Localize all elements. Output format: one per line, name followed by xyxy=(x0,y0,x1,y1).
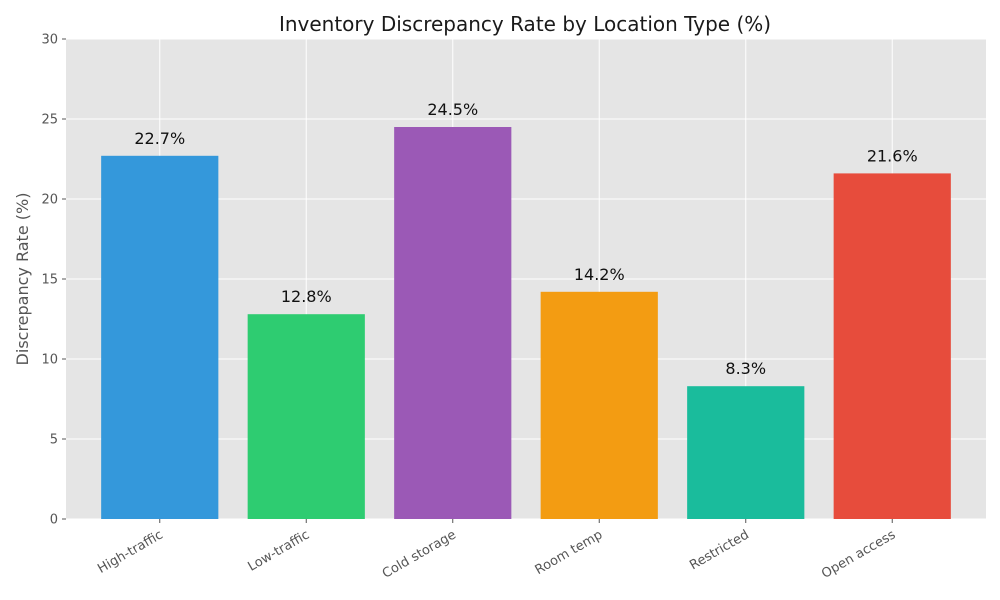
data-label: 12.8% xyxy=(281,287,332,306)
y-axis-label: Discrepancy Rate (%) xyxy=(13,193,32,366)
y-tick-label: 0 xyxy=(50,513,58,528)
y-tick-label: 30 xyxy=(41,33,58,48)
data-label: 14.2% xyxy=(574,265,625,284)
y-tick-label: 20 xyxy=(41,193,58,208)
chart-title: Inventory Discrepancy Rate by Location T… xyxy=(279,12,771,36)
y-tick-label: 5 xyxy=(50,433,58,448)
data-label: 21.6% xyxy=(867,146,918,165)
bar-room-temp xyxy=(540,291,658,519)
data-label: 22.7% xyxy=(134,129,185,148)
plot-area: 0 5 10 15 20 25 30 22.7% High-traffic 12.8% Low-tr… xyxy=(41,33,986,582)
x-tick-label: Low-traffic xyxy=(245,527,312,574)
bar-open-access xyxy=(833,173,951,519)
bar-low-traffic xyxy=(247,314,365,519)
x-tick-label: Cold storage xyxy=(380,527,459,581)
bar-cold-storage xyxy=(394,127,512,519)
data-label: 8.3% xyxy=(725,359,766,378)
x-tick-label: High-traffic xyxy=(95,527,165,576)
bar-high-traffic xyxy=(101,155,219,520)
y-tick-label: 25 xyxy=(41,113,58,128)
y-tick-label: 15 xyxy=(41,273,58,288)
y-tick-label: 10 xyxy=(41,353,58,368)
x-tick-label: Room temp xyxy=(533,527,606,578)
x-tick-label: Restricted xyxy=(687,527,751,573)
bar-restricted xyxy=(687,386,805,519)
x-tick-label: Open access xyxy=(819,527,898,581)
data-label: 24.5% xyxy=(427,100,478,119)
